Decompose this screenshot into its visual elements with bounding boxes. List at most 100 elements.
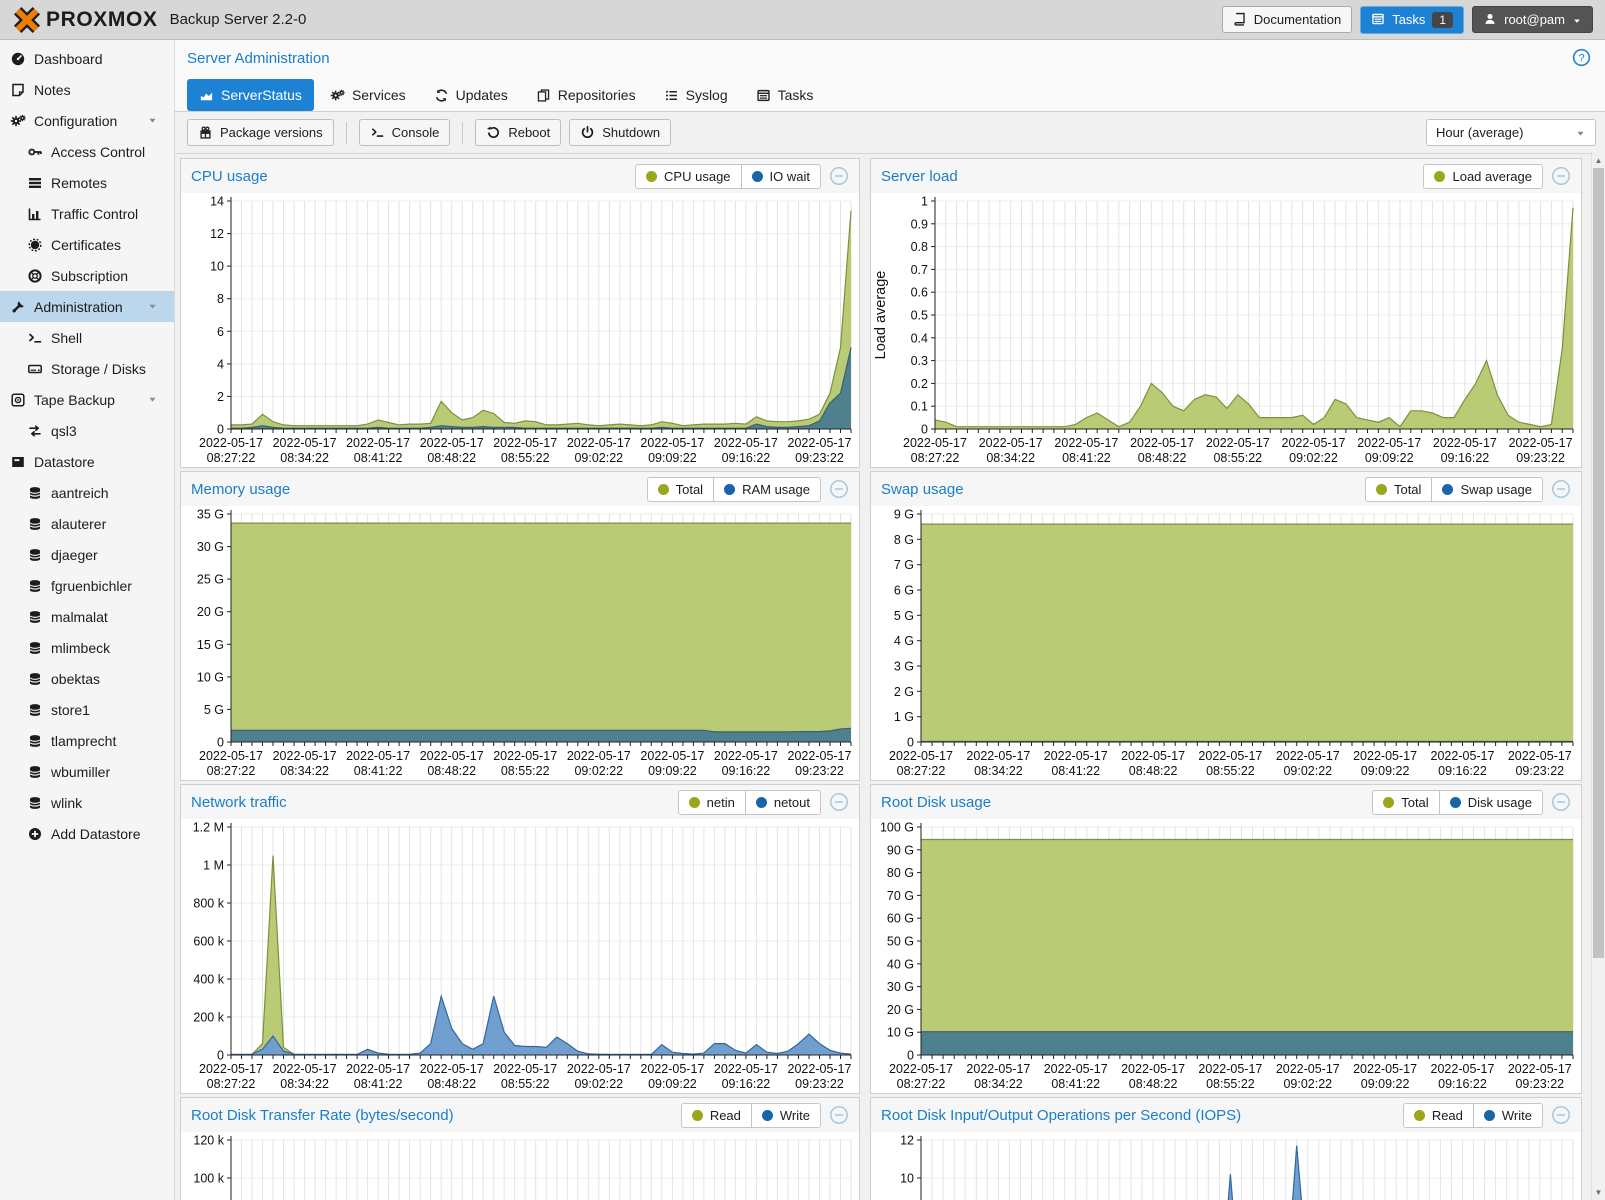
legend-item[interactable]: Read: [1404, 1104, 1473, 1127]
sidebar-item-remotes[interactable]: Remotes: [0, 167, 174, 198]
sidebar-item-tlamprecht[interactable]: tlamprecht: [0, 725, 174, 756]
legend-item[interactable]: Swap usage: [1431, 477, 1542, 501]
sidebar-item-djaeger[interactable]: djaeger: [0, 539, 174, 570]
sidebar-item-configuration[interactable]: Configuration: [0, 105, 174, 136]
sidebar-item-datastore[interactable]: Datastore: [0, 446, 174, 477]
help-icon[interactable]: ?: [1572, 48, 1591, 67]
svg-text:2022-05-17: 2022-05-17: [1130, 436, 1194, 450]
collapse-icon[interactable]: [829, 792, 849, 812]
vertical-scrollbar[interactable]: ▲ ▼: [1591, 152, 1605, 1200]
sidebar-item-shell[interactable]: Shell: [0, 322, 174, 353]
sidebar-item-qsl3[interactable]: qsl3: [0, 415, 174, 446]
shutdown-button[interactable]: Shutdown: [569, 119, 672, 146]
svg-text:09:23:22: 09:23:22: [1515, 764, 1564, 778]
collapse-icon[interactable]: [829, 1105, 849, 1125]
sidebar-item-obektas[interactable]: obektas: [0, 663, 174, 694]
user-menu-button[interactable]: root@pam: [1472, 6, 1593, 33]
console-button[interactable]: Console: [358, 119, 451, 146]
tasks-count-badge: 1: [1432, 11, 1454, 28]
svg-text:0.9: 0.9: [911, 217, 928, 231]
legend-item[interactable]: netin: [679, 791, 745, 814]
sidebar-item-aantreich[interactable]: aantreich: [0, 477, 174, 508]
legend-item[interactable]: netout: [744, 790, 820, 814]
exchange-icon: [29, 424, 41, 437]
svg-text:2022-05-17: 2022-05-17: [420, 749, 484, 763]
expander-caret-icon[interactable]: [147, 394, 166, 405]
refresh-icon: [435, 88, 447, 102]
tab-syslog[interactable]: Syslog: [652, 79, 740, 111]
legend-item[interactable]: Disk usage: [1438, 790, 1542, 814]
collapse-icon[interactable]: [829, 166, 849, 186]
svg-text:2022-05-17: 2022-05-17: [1353, 1062, 1417, 1076]
collapse-icon[interactable]: [1551, 1105, 1571, 1125]
svg-text:2022-05-17: 2022-05-17: [1431, 1062, 1495, 1076]
sidebar-item-tape-backup[interactable]: Tape Backup: [0, 384, 174, 415]
terminal-icon: [371, 128, 384, 137]
collapse-icon[interactable]: [1551, 479, 1571, 499]
package-versions-button[interactable]: Package versions: [187, 119, 334, 146]
tasks-button[interactable]: Tasks 1: [1360, 5, 1465, 34]
svg-text:2022-05-17: 2022-05-17: [966, 749, 1030, 763]
scroll-up-arrow[interactable]: ▲: [1594, 155, 1603, 165]
tab-tasks[interactable]: Tasks: [744, 79, 826, 111]
svg-text:08:27:22: 08:27:22: [897, 764, 946, 778]
chevron-down-icon: [1575, 125, 1586, 140]
svg-text:2022-05-17: 2022-05-17: [420, 436, 484, 450]
scrollbar-thumb[interactable]: [1593, 168, 1604, 958]
tab-services[interactable]: Services: [318, 79, 418, 111]
sidebar-item-wlink[interactable]: wlink: [0, 787, 174, 818]
legend-item[interactable]: Load average: [1424, 165, 1542, 188]
legend-item[interactable]: Write: [750, 1103, 820, 1127]
legend-item[interactable]: CPU usage: [636, 165, 740, 188]
tab-updates[interactable]: Updates: [422, 79, 520, 111]
timeframe-select[interactable]: Hour (average): [1426, 119, 1596, 146]
svg-text:08:34:22: 08:34:22: [280, 764, 329, 778]
tab-repositories[interactable]: Repositories: [524, 79, 648, 111]
legend-item[interactable]: Total: [648, 478, 713, 501]
sidebar-item-wbumiller[interactable]: wbumiller: [0, 756, 174, 787]
scroll-down-arrow[interactable]: ▼: [1594, 1187, 1603, 1197]
legend-item[interactable]: Total: [1366, 478, 1431, 501]
sidebar-item-access-control[interactable]: Access Control: [0, 136, 174, 167]
svg-text:0.4: 0.4: [911, 331, 928, 345]
sidebar-item-label: Add Datastore: [51, 825, 141, 842]
caret-down-icon: [1577, 131, 1584, 136]
task-list-icon: [1372, 13, 1384, 25]
sidebar-item-subscription[interactable]: Subscription: [0, 260, 174, 291]
svg-text:09:23:22: 09:23:22: [795, 1077, 844, 1091]
sidebar-item-administration[interactable]: Administration: [0, 291, 174, 322]
legend-item[interactable]: Write: [1472, 1103, 1542, 1127]
legend-item[interactable]: RAM usage: [713, 477, 820, 501]
svg-text:2022-05-17: 2022-05-17: [199, 749, 263, 763]
sidebar-item-store1[interactable]: store1: [0, 694, 174, 725]
sidebar-item-malmalat[interactable]: malmalat: [0, 601, 174, 632]
sidebar-item-certificates[interactable]: Certificates: [0, 229, 174, 260]
documentation-button[interactable]: Documentation: [1221, 6, 1353, 33]
collapse-icon[interactable]: [829, 479, 849, 499]
sidebar-item-notes[interactable]: Notes: [0, 74, 174, 105]
collapse-icon[interactable]: [1551, 166, 1571, 186]
legend-item[interactable]: IO wait: [740, 164, 820, 188]
panel-memory: Memory usage Total RAM usage 35 G 30 G 25 G 20…: [180, 471, 860, 781]
reboot-button[interactable]: Reboot: [475, 119, 562, 146]
panel-server-load: Server load Load average 1 0.9 0.8 0.7 0.6 0.5 0…: [870, 158, 1582, 468]
legend-item[interactable]: Read: [682, 1104, 751, 1127]
proxmox-logo: PROXMOX: [12, 6, 158, 34]
svg-text:80 G: 80 G: [887, 866, 914, 880]
sidebar-item-add-datastore[interactable]: Add Datastore: [0, 818, 174, 849]
sidebar-item-fgruenbichler[interactable]: fgruenbichler: [0, 570, 174, 601]
sidebar-item-mlimbeck[interactable]: mlimbeck: [0, 632, 174, 663]
expander-caret-icon[interactable]: [147, 115, 166, 126]
legend-item[interactable]: Total: [1373, 791, 1438, 814]
collapse-icon[interactable]: [1551, 792, 1571, 812]
user-icon: [1485, 14, 1495, 24]
sidebar-item-storage-disks[interactable]: Storage / Disks: [0, 353, 174, 384]
sidebar-item-traffic-control[interactable]: Traffic Control: [0, 198, 174, 229]
sidebar-item-alauterer[interactable]: alauterer: [0, 508, 174, 539]
svg-text:2022-05-17: 2022-05-17: [1206, 436, 1270, 450]
expander-caret-icon[interactable]: [147, 301, 166, 312]
brand-text: PROXMOX: [46, 7, 158, 31]
sidebar-item-dashboard[interactable]: Dashboard: [0, 43, 174, 74]
tab-serverstatus[interactable]: ServerStatus: [187, 79, 314, 111]
svg-text:2022-05-17: 2022-05-17: [1508, 749, 1572, 763]
